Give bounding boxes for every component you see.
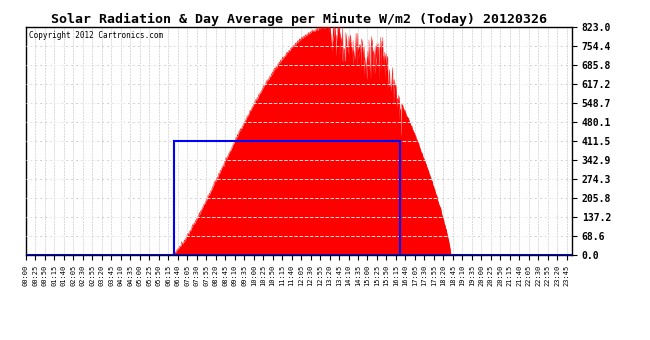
Text: Copyright 2012 Cartronics.com: Copyright 2012 Cartronics.com	[29, 31, 163, 40]
Title: Solar Radiation & Day Average per Minute W/m2 (Today) 20120326: Solar Radiation & Day Average per Minute…	[51, 13, 547, 26]
